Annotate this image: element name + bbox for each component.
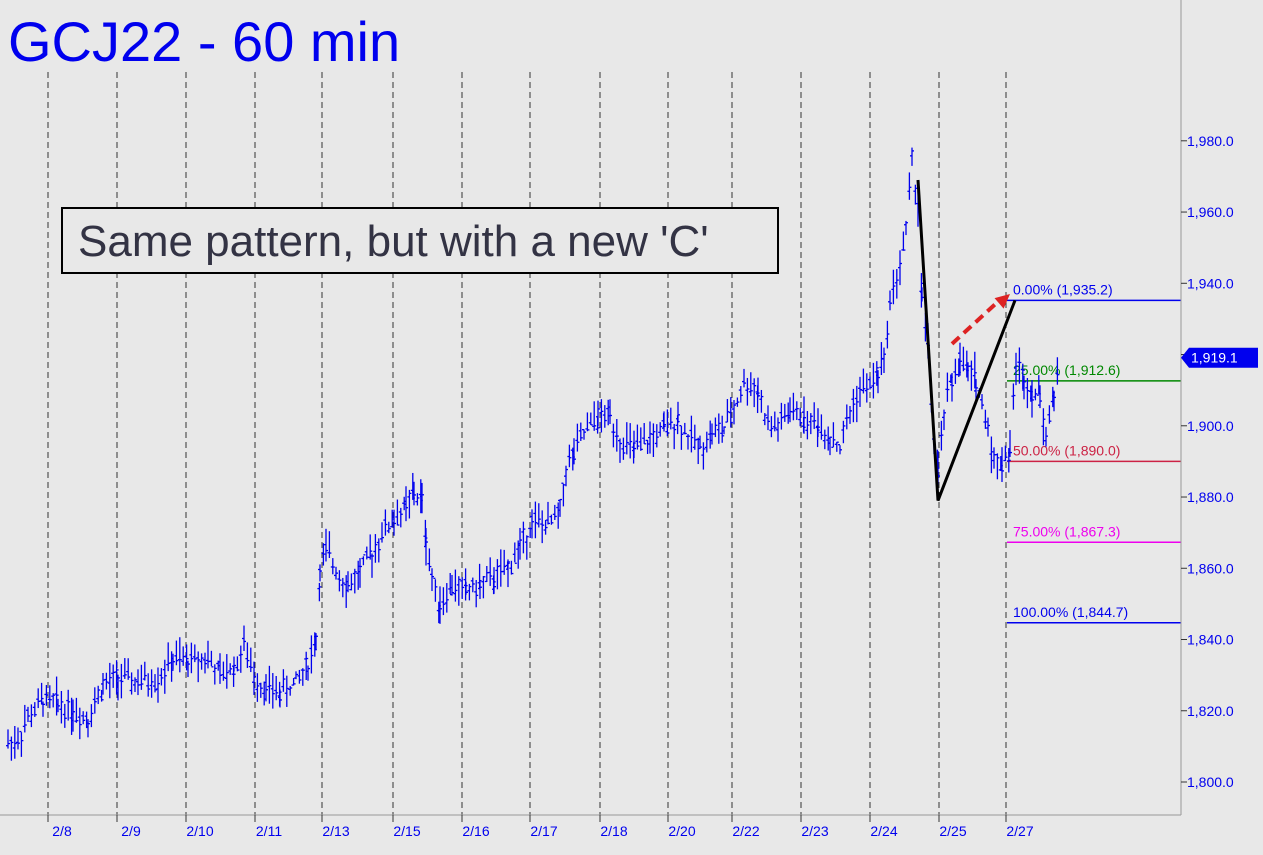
x-tick-label: 2/24 <box>870 823 897 839</box>
y-tick-label: 1,940.0 <box>1187 275 1234 291</box>
x-tick-label: 2/18 <box>600 823 627 839</box>
projection-arrow-head <box>994 293 1010 309</box>
y-tick-label: 1,860.0 <box>1187 560 1234 576</box>
x-tick-label: 2/10 <box>186 823 213 839</box>
fib-level-label: 50.00% (1,890.0) <box>1013 442 1120 458</box>
x-tick-label: 2/9 <box>121 823 141 839</box>
fib-level-label: 75.00% (1,867.3) <box>1013 523 1120 539</box>
fibonacci-levels: 0.00% (1,935.2) 25.00% (1,912.6) 50.00% (1… <box>1007 281 1181 624</box>
y-tick-label: 1,800.0 <box>1187 774 1234 790</box>
y-tick-label: 1,820.0 <box>1187 703 1234 719</box>
fib-level-label: 100.00% (1,844.7) <box>1013 604 1128 620</box>
projection-arrow-line <box>950 296 1004 346</box>
x-tick-label: 2/15 <box>393 823 420 839</box>
y-tick-label: 1,980.0 <box>1187 133 1234 149</box>
x-tick-label: 2/23 <box>801 823 828 839</box>
chart-title: GCJ22 - 60 min <box>8 10 400 73</box>
y-tick-label: 1,880.0 <box>1187 489 1234 505</box>
fib-level-label: 25.00% (1,912.6) <box>1013 362 1120 378</box>
x-tick-label: 2/11 <box>256 823 282 839</box>
annotation-box: Same pattern, but with a new 'C' <box>61 207 779 274</box>
x-tick-label: 2/17 <box>530 823 557 839</box>
fib-level-label: 0.00% (1,935.2) <box>1013 281 1113 297</box>
x-tick-label: 2/25 <box>939 823 966 839</box>
x-tick-label: 2/22 <box>732 823 759 839</box>
last-price-flag-bg <box>1181 347 1258 368</box>
pattern-overlay <box>916 179 1017 502</box>
y-tick-label: 1,900.0 <box>1187 418 1234 434</box>
last-price-label: 1,919.1 <box>1191 350 1238 366</box>
x-tick-label: 2/13 <box>322 823 349 839</box>
last-price-flag: 1,919.1 <box>1181 347 1258 368</box>
grid <box>47 72 1007 815</box>
axes <box>0 0 1182 816</box>
annotation-text: Same pattern, but with a new 'C' <box>78 217 709 266</box>
x-tick-label: 2/27 <box>1006 823 1033 839</box>
y-tick-label: 1,840.0 <box>1187 632 1234 648</box>
x-tick-label: 2/16 <box>462 823 489 839</box>
x-axis-ticks: 2/8 2/9 2/10 2/11 2/13 2/15 2/16 2/17 2/18 2/20 2/… <box>47 815 1034 839</box>
abc-pattern-line <box>916 179 1017 502</box>
x-tick-label: 2/20 <box>668 823 695 839</box>
price-bars <box>6 147 1060 761</box>
x-tick-label: 2/8 <box>52 823 72 839</box>
y-tick-label: 1,960.0 <box>1187 204 1234 220</box>
